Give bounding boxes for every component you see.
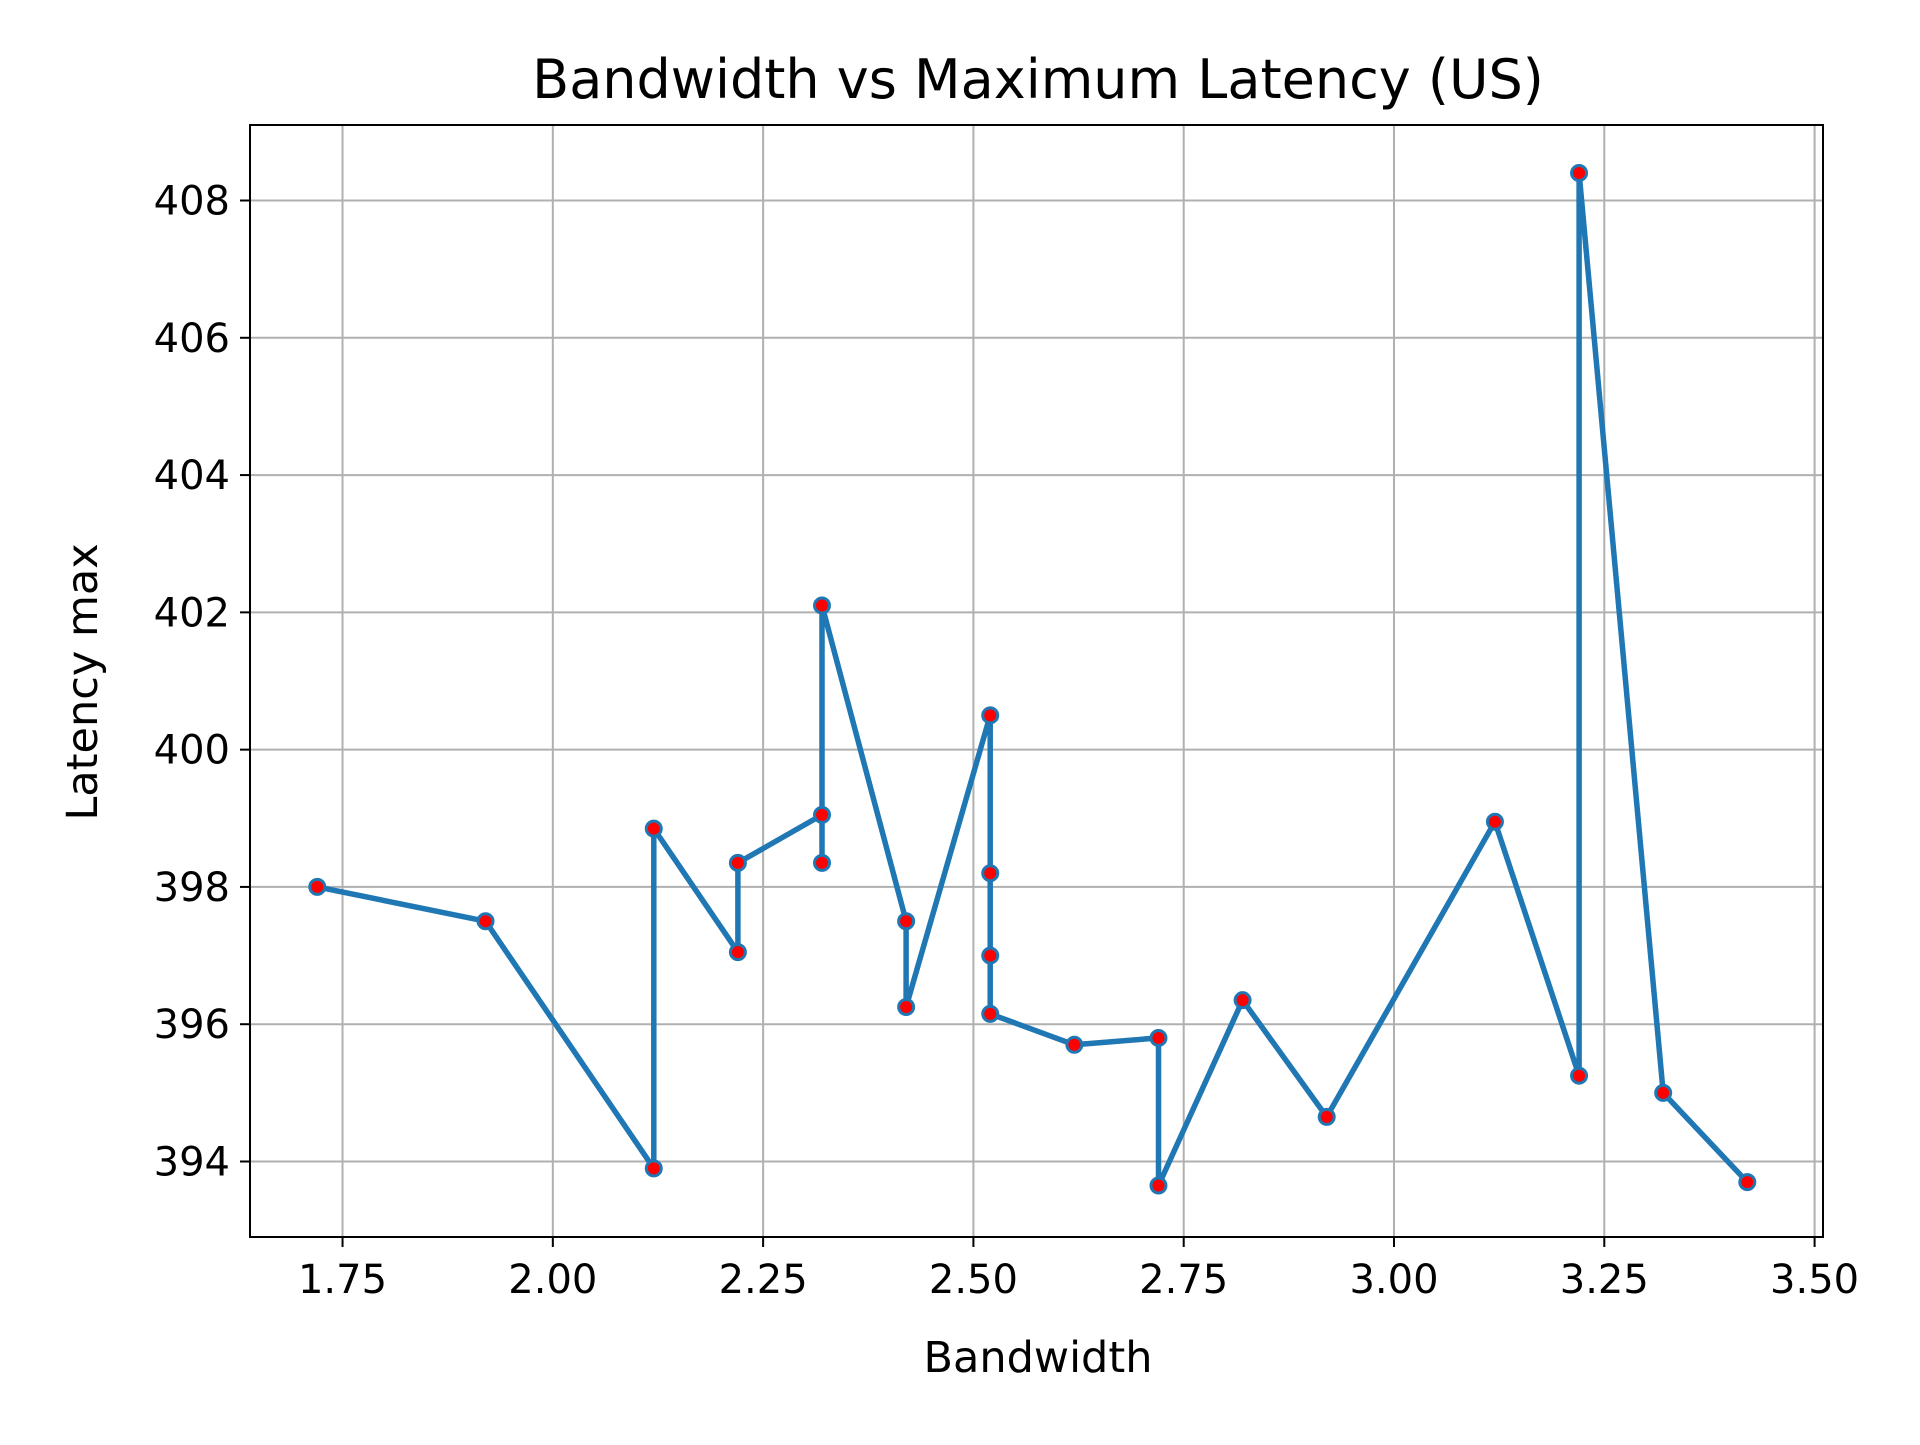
data-point [1570, 164, 1589, 183]
chart-title: Bandwidth vs Maximum Latency (US) [532, 48, 1544, 111]
x-tick-label: 3.00 [1349, 1257, 1438, 1303]
data-point [813, 853, 831, 872]
series-layer [308, 164, 1757, 1195]
data-point [813, 805, 831, 824]
data-point [1317, 1107, 1336, 1126]
x-tick-label: 3.50 [1770, 1257, 1859, 1303]
y-tick-label: 396 [154, 1002, 230, 1048]
y-tick-label: 404 [154, 453, 230, 499]
x-tick-label: 2.00 [508, 1257, 597, 1303]
data-point [1233, 991, 1252, 1010]
data-point [728, 943, 747, 962]
data-point [1654, 1083, 1673, 1102]
ticks: 1.75 2.00 2.25 2.50 2.75 3.00 3.25 3.50 394 396 39… [154, 179, 1859, 1303]
plot-frame [249, 124, 1824, 1238]
data-point [644, 819, 663, 838]
x-tick-label: 2.75 [1139, 1257, 1228, 1303]
y-tick-label: 406 [154, 316, 230, 362]
data-point [981, 946, 1000, 965]
x-tick-label: 1.75 [298, 1257, 387, 1303]
grid [250, 125, 1823, 1237]
x-tick-label: 2.50 [929, 1257, 1018, 1303]
data-point [981, 1004, 1000, 1023]
data-point [308, 877, 327, 896]
data-point [897, 912, 916, 931]
data-point [1149, 1176, 1168, 1195]
data-point [981, 706, 1000, 725]
data-point [1149, 1028, 1168, 1047]
y-tick-label: 402 [154, 590, 230, 636]
data-point [644, 1159, 663, 1178]
data-point [1738, 1173, 1757, 1192]
data-point [1570, 1066, 1589, 1085]
data-point [1065, 1035, 1084, 1054]
y-axis-label: Latency max [58, 543, 108, 820]
data-point [728, 853, 747, 872]
y-tick-label: 400 [154, 728, 230, 774]
y-tick-label: 394 [154, 1139, 230, 1185]
data-point [897, 998, 916, 1017]
data-point [981, 864, 1000, 883]
data-point [1485, 812, 1504, 831]
data-point [476, 912, 495, 931]
x-tick-label: 2.25 [719, 1257, 808, 1303]
y-tick-label: 408 [154, 179, 230, 225]
data-point [813, 596, 831, 615]
x-tick-label: 3.25 [1560, 1257, 1649, 1303]
y-tick-label: 398 [154, 865, 230, 911]
x-axis-label: Bandwidth [924, 1333, 1153, 1383]
